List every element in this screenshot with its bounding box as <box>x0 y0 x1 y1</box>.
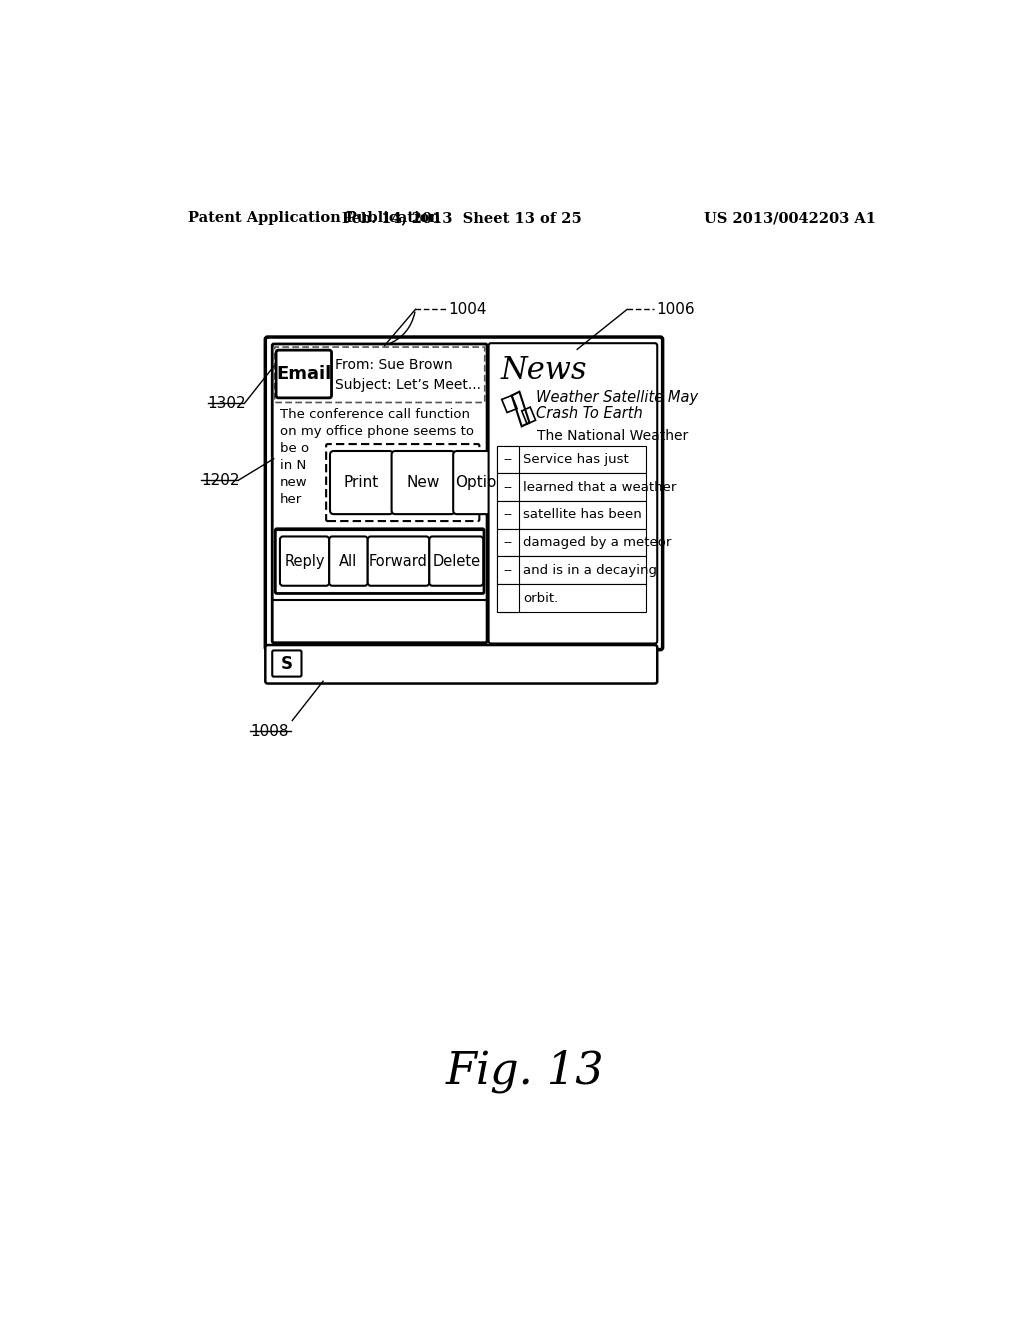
Text: --: -- <box>504 564 512 577</box>
Text: Subject: Let’s Meet...: Subject: Let’s Meet... <box>336 378 481 392</box>
Bar <box>497 502 518 529</box>
Text: Delete: Delete <box>432 553 480 569</box>
Text: --: -- <box>504 480 512 494</box>
Bar <box>497 529 646 557</box>
Bar <box>497 585 518 612</box>
Text: US 2013/0042203 A1: US 2013/0042203 A1 <box>705 211 877 226</box>
Bar <box>497 529 518 557</box>
FancyBboxPatch shape <box>265 337 663 649</box>
Text: on my office phone seems to: on my office phone seems to <box>280 425 474 438</box>
Text: Patent Application Publication: Patent Application Publication <box>188 211 440 226</box>
Text: Forward: Forward <box>369 553 428 569</box>
FancyBboxPatch shape <box>391 451 455 515</box>
Text: Fig. 13: Fig. 13 <box>445 1049 604 1093</box>
Text: be o: be o <box>280 442 309 455</box>
Text: and is in a decaying: and is in a decaying <box>523 564 657 577</box>
Text: --: -- <box>504 453 512 466</box>
FancyBboxPatch shape <box>326 444 479 521</box>
Text: satellite has been: satellite has been <box>523 508 642 521</box>
FancyBboxPatch shape <box>272 651 301 677</box>
Text: 1006: 1006 <box>656 302 695 317</box>
Bar <box>497 557 518 585</box>
Text: her: her <box>280 492 302 506</box>
Text: From: Sue Brown: From: Sue Brown <box>336 358 453 372</box>
FancyBboxPatch shape <box>368 536 429 586</box>
Text: 1302: 1302 <box>208 396 246 411</box>
Bar <box>497 474 518 502</box>
FancyBboxPatch shape <box>276 350 332 397</box>
Text: Crash To Earth: Crash To Earth <box>536 405 642 421</box>
Text: damaged by a meteor: damaged by a meteor <box>523 536 672 549</box>
Text: Email: Email <box>276 366 332 383</box>
Bar <box>497 585 646 612</box>
Text: The National Weather: The National Weather <box>538 429 688 444</box>
Text: new: new <box>280 477 307 490</box>
Text: --: -- <box>504 536 512 549</box>
FancyBboxPatch shape <box>265 645 657 684</box>
Text: Reply: Reply <box>285 553 325 569</box>
FancyBboxPatch shape <box>275 529 484 594</box>
Bar <box>497 446 646 474</box>
Text: Print: Print <box>344 475 379 490</box>
Text: learned that a weather: learned that a weather <box>523 480 677 494</box>
Text: The conference call function: The conference call function <box>280 408 470 421</box>
Text: in N: in N <box>280 459 306 473</box>
FancyBboxPatch shape <box>429 536 483 586</box>
FancyBboxPatch shape <box>488 343 657 644</box>
Bar <box>497 446 518 474</box>
Text: 1004: 1004 <box>449 302 487 317</box>
Text: New: New <box>407 475 440 490</box>
Text: Options: Options <box>456 475 514 490</box>
FancyBboxPatch shape <box>280 536 330 586</box>
Text: News: News <box>500 355 587 385</box>
FancyBboxPatch shape <box>330 536 368 586</box>
FancyBboxPatch shape <box>274 347 484 403</box>
Text: 1202: 1202 <box>202 473 240 488</box>
Text: Service has just: Service has just <box>523 453 629 466</box>
Text: Weather Satellite May: Weather Satellite May <box>536 391 697 405</box>
Text: Feb. 14, 2013  Sheet 13 of 25: Feb. 14, 2013 Sheet 13 of 25 <box>342 211 582 226</box>
Bar <box>497 474 646 502</box>
Text: orbit.: orbit. <box>523 591 558 605</box>
Text: --: -- <box>504 508 512 521</box>
Bar <box>497 557 646 585</box>
FancyBboxPatch shape <box>454 451 516 515</box>
FancyBboxPatch shape <box>330 451 393 515</box>
Bar <box>497 502 646 529</box>
Text: All: All <box>339 553 357 569</box>
Text: 1008: 1008 <box>250 723 289 739</box>
Text: S: S <box>281 655 293 672</box>
FancyBboxPatch shape <box>272 345 487 643</box>
